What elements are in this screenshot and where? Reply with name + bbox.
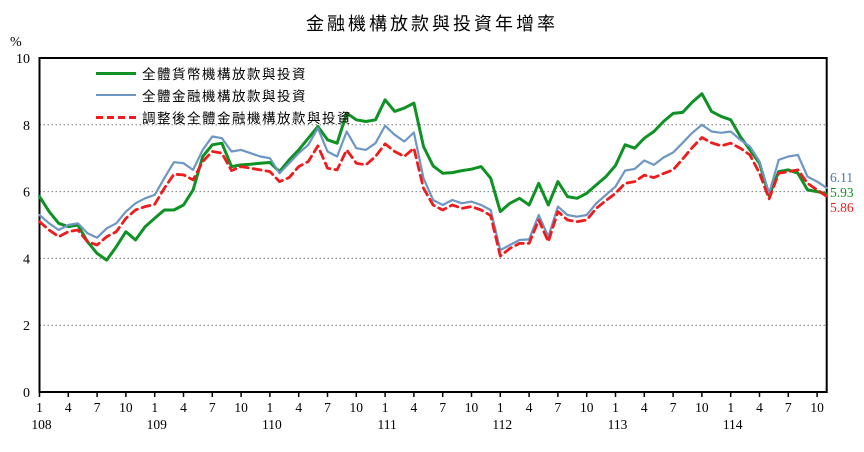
x-tick-label: 4: [295, 400, 302, 415]
legend-item-monetary: 全體貨幣機構放款與投資: [96, 62, 352, 84]
x-tick-label: 1: [151, 400, 158, 415]
legend-label-adjusted: 調整後全體金融機構放款與投資: [142, 111, 352, 126]
legend-line-blue: [96, 94, 136, 96]
x-tick-label: 1: [612, 400, 619, 415]
x-tick-label: 10: [234, 400, 248, 415]
x-tick-label: 10: [810, 400, 824, 415]
chart-title: 金融機構放款與投資年增率: [306, 14, 558, 34]
x-tick-label: 7: [785, 400, 792, 415]
end-value-green: 5.93: [830, 185, 854, 200]
x-tick-label: 4: [411, 400, 418, 415]
x-tick-label: 10: [695, 400, 709, 415]
x-tick-label: 1: [36, 400, 43, 415]
x-year-label: 109: [147, 417, 168, 432]
x-year-label: 111: [377, 417, 396, 432]
x-tick-label: 10: [465, 400, 479, 415]
y-axis-unit-label: %: [10, 35, 22, 50]
x-tick-label: 10: [350, 400, 364, 415]
plot-border: [38, 57, 828, 393]
y-tick-label-2: 2: [23, 319, 30, 334]
x-tick-label: 4: [526, 400, 533, 415]
x-tick-label: 4: [756, 400, 763, 415]
x-tick-label: 4: [641, 400, 648, 415]
x-tick-label: 7: [670, 400, 677, 415]
legend-label-financial: 全體金融機構放款與投資: [142, 89, 307, 104]
legend-label-monetary: 全體貨幣機構放款與投資: [142, 67, 307, 82]
legend: 全體貨幣機構放款與投資 全體金融機構放款與投資 調整後全體金融機構放款與投資: [96, 62, 352, 128]
y-tick-label-0: 0: [23, 386, 30, 401]
x-year-label: 113: [608, 417, 628, 432]
legend-item-adjusted: 調整後全體金融機構放款與投資: [96, 106, 352, 128]
legend-line-red-dashed: [96, 115, 136, 119]
series-line-1: [38, 123, 828, 252]
x-year-label: 112: [492, 417, 512, 432]
x-tick-label: 4: [180, 400, 187, 415]
x-tick-label: 1: [497, 400, 504, 415]
x-tick-label: 1: [727, 400, 734, 415]
x-tick-label: 10: [580, 400, 594, 415]
x-tick-label: 7: [439, 400, 446, 415]
x-tick-label: 7: [555, 400, 562, 415]
y-tick-label-4: 4: [23, 252, 30, 267]
x-year-label: 114: [723, 417, 743, 432]
x-tick-label: 7: [94, 400, 101, 415]
end-value-blue: 6.11: [830, 170, 854, 185]
x-tick-label: 4: [65, 400, 72, 415]
x-tick-label: 10: [119, 400, 133, 415]
x-tick-label: 7: [209, 400, 216, 415]
x-tick-label: 7: [324, 400, 331, 415]
series-line-2: [38, 136, 829, 258]
y-tick-label-6: 6: [23, 186, 30, 201]
x-year-label: 110: [262, 417, 282, 432]
x-tick-label: 1: [382, 400, 389, 415]
legend-line-green: [96, 71, 136, 75]
y-tick-label-8: 8: [23, 119, 30, 134]
series-line-0: [38, 92, 829, 262]
legend-item-financial: 全體金融機構放款與投資: [96, 84, 352, 106]
x-year-label: 108: [31, 417, 52, 432]
y-tick-label-10: 10: [16, 52, 30, 67]
end-value-red: 5.86: [830, 200, 854, 215]
x-tick-label: 1: [267, 400, 274, 415]
